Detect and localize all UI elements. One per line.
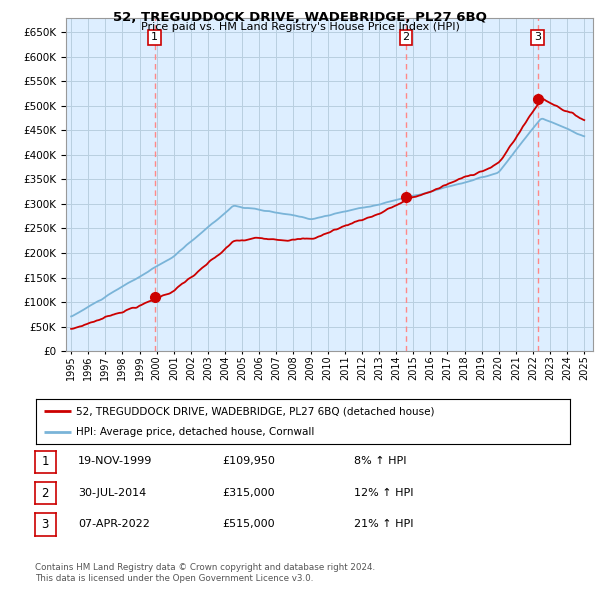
Text: This data is licensed under the Open Government Licence v3.0.: This data is licensed under the Open Gov…	[35, 573, 313, 583]
Text: 21% ↑ HPI: 21% ↑ HPI	[354, 519, 413, 529]
Text: 8% ↑ HPI: 8% ↑ HPI	[354, 457, 407, 466]
Text: 19-NOV-1999: 19-NOV-1999	[78, 457, 152, 466]
Text: 52, TREGUDDOCK DRIVE, WADEBRIDGE, PL27 6BQ (detached house): 52, TREGUDDOCK DRIVE, WADEBRIDGE, PL27 6…	[76, 407, 434, 417]
Text: 2: 2	[41, 487, 49, 500]
Text: 30-JUL-2014: 30-JUL-2014	[78, 488, 146, 497]
Text: £515,000: £515,000	[222, 519, 275, 529]
Text: 3: 3	[41, 518, 49, 531]
Text: 1: 1	[151, 32, 158, 42]
Text: Price paid vs. HM Land Registry's House Price Index (HPI): Price paid vs. HM Land Registry's House …	[140, 22, 460, 32]
Text: Contains HM Land Registry data © Crown copyright and database right 2024.: Contains HM Land Registry data © Crown c…	[35, 563, 375, 572]
Text: 3: 3	[534, 32, 541, 42]
Text: 2: 2	[403, 32, 410, 42]
Text: £109,950: £109,950	[222, 457, 275, 466]
Text: 1: 1	[41, 455, 49, 468]
Text: HPI: Average price, detached house, Cornwall: HPI: Average price, detached house, Corn…	[76, 427, 314, 437]
Text: 52, TREGUDDOCK DRIVE, WADEBRIDGE, PL27 6BQ: 52, TREGUDDOCK DRIVE, WADEBRIDGE, PL27 6…	[113, 11, 487, 24]
Text: £315,000: £315,000	[222, 488, 275, 497]
Text: 12% ↑ HPI: 12% ↑ HPI	[354, 488, 413, 497]
Text: 07-APR-2022: 07-APR-2022	[78, 519, 150, 529]
